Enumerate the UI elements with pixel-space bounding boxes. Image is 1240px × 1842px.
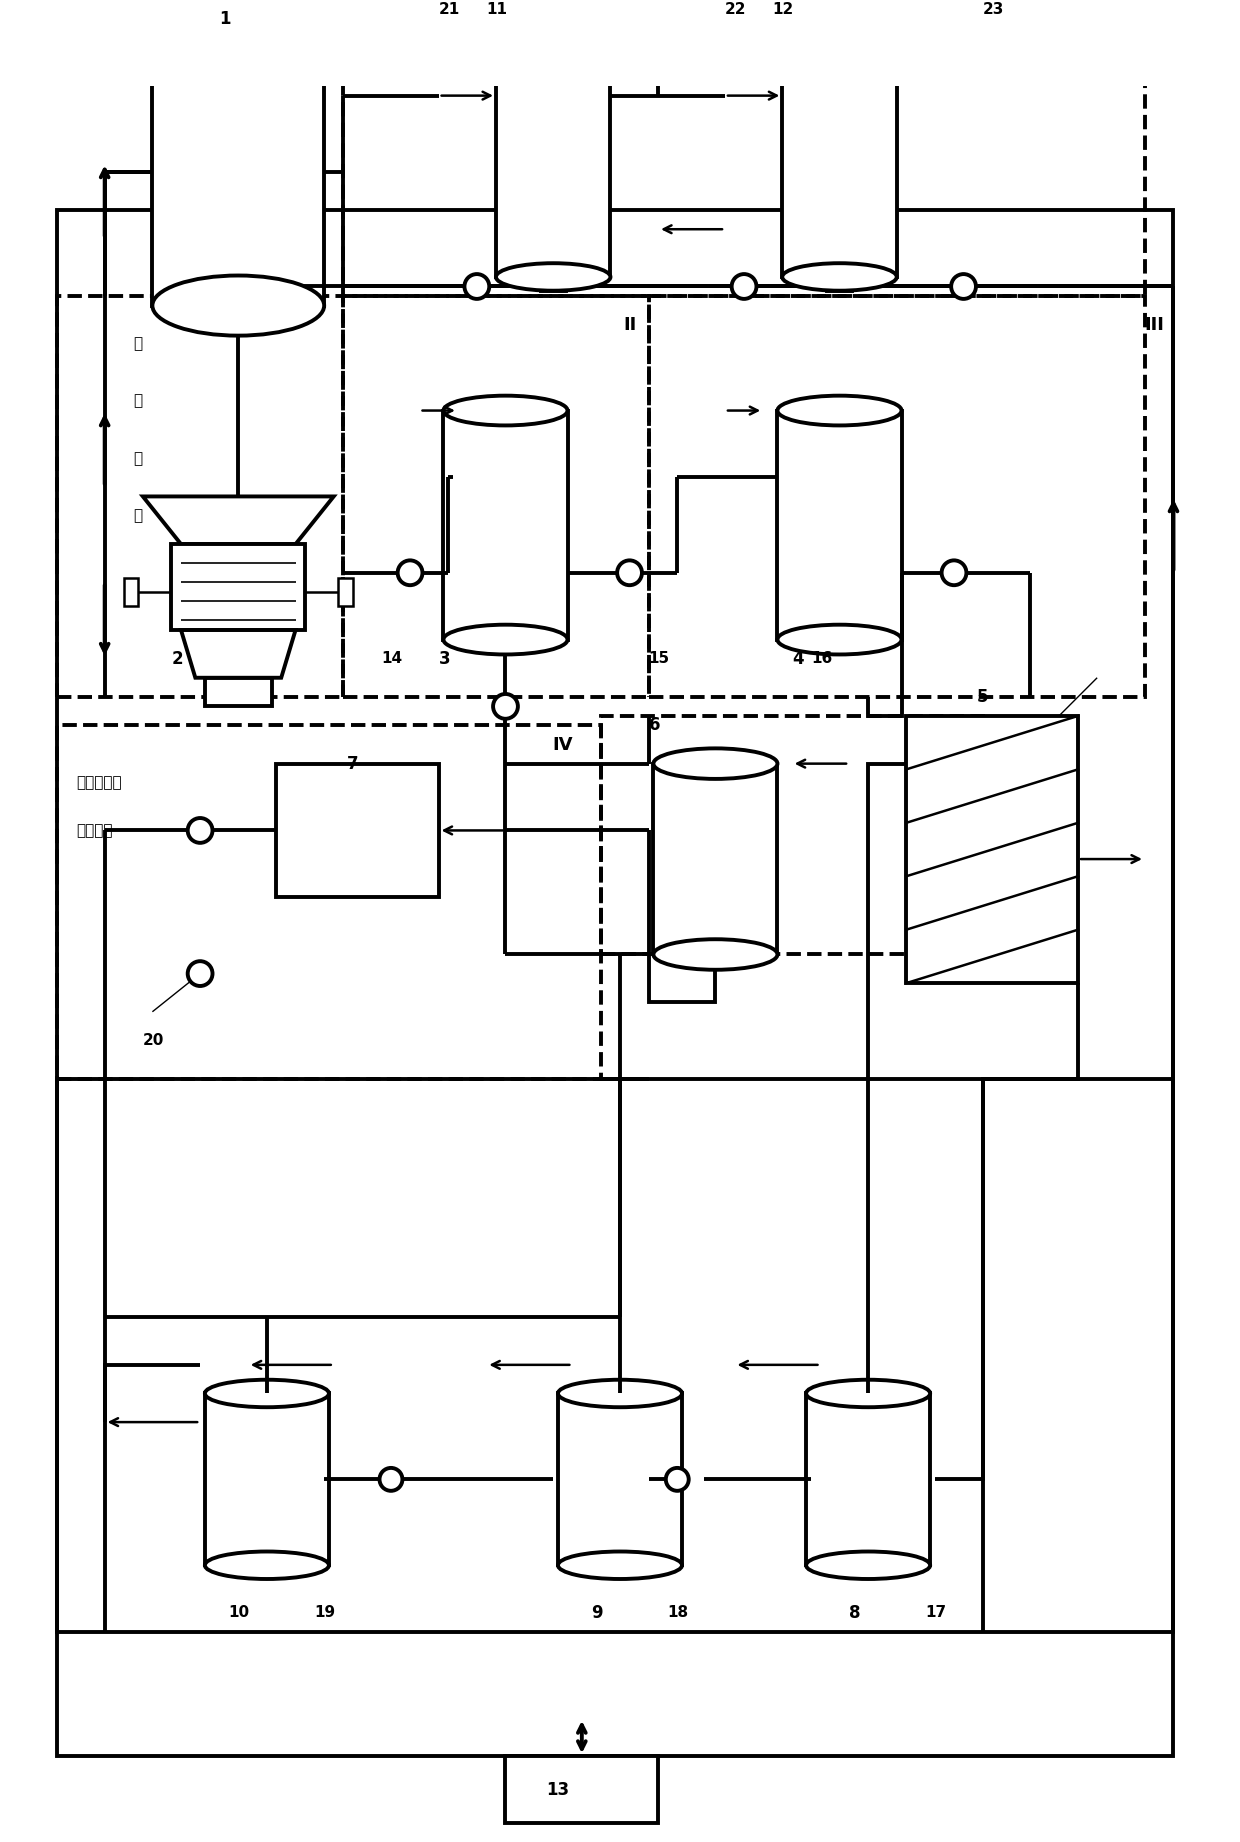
Ellipse shape [777,624,901,654]
Ellipse shape [153,276,324,335]
Circle shape [732,274,756,298]
FancyBboxPatch shape [205,1394,329,1566]
Text: 12: 12 [773,2,794,17]
Text: 14: 14 [382,652,403,667]
Ellipse shape [153,9,324,68]
Text: 9: 9 [591,1604,603,1623]
Ellipse shape [777,396,901,426]
Text: 管: 管 [134,451,143,466]
Ellipse shape [558,1551,682,1579]
FancyBboxPatch shape [541,276,565,291]
Ellipse shape [205,1551,329,1579]
Circle shape [187,818,212,844]
Text: 果胶、半纤: 果胶、半纤 [76,775,122,790]
Polygon shape [181,630,295,678]
Text: 2: 2 [171,650,184,667]
Text: 18: 18 [667,1606,689,1621]
Text: II: II [622,315,636,333]
Text: III: III [1145,315,1164,333]
FancyBboxPatch shape [853,1566,884,1575]
Text: 道: 道 [134,508,143,523]
Ellipse shape [444,624,568,654]
Circle shape [465,274,490,298]
FancyBboxPatch shape [558,1394,682,1566]
Text: 21: 21 [439,2,460,17]
FancyBboxPatch shape [604,1566,636,1575]
FancyBboxPatch shape [653,764,777,954]
FancyBboxPatch shape [277,764,439,897]
Ellipse shape [653,748,777,779]
Circle shape [379,1468,403,1490]
Text: 维素包装: 维素包装 [76,823,113,838]
FancyBboxPatch shape [153,39,324,306]
FancyBboxPatch shape [806,1394,930,1566]
Text: 11: 11 [486,2,507,17]
FancyBboxPatch shape [496,48,610,276]
FancyBboxPatch shape [492,639,520,654]
Text: 20: 20 [143,1033,164,1048]
Text: 6: 6 [649,717,660,735]
Text: 7: 7 [347,755,358,772]
Ellipse shape [496,35,610,61]
Ellipse shape [782,263,897,291]
Circle shape [618,560,642,586]
FancyBboxPatch shape [124,578,138,606]
FancyBboxPatch shape [699,954,730,962]
Text: 13: 13 [547,1781,569,1798]
Text: 15: 15 [649,652,670,667]
Ellipse shape [653,939,777,969]
Text: 4: 4 [792,650,804,667]
Text: 16: 16 [811,652,832,667]
Ellipse shape [806,1551,930,1579]
FancyBboxPatch shape [444,411,568,639]
FancyBboxPatch shape [906,717,1078,984]
Ellipse shape [205,1380,329,1407]
Text: 23: 23 [982,2,1004,17]
FancyBboxPatch shape [782,48,897,276]
Text: IV: IV [553,735,573,753]
Circle shape [941,560,966,586]
Circle shape [494,694,518,718]
Text: 8: 8 [849,1604,861,1623]
Text: 汽: 汽 [134,394,143,409]
Circle shape [951,274,976,298]
FancyBboxPatch shape [826,639,853,654]
FancyBboxPatch shape [252,1566,283,1575]
FancyBboxPatch shape [205,678,272,705]
Text: 22: 22 [725,2,746,17]
Text: 19: 19 [315,1606,336,1621]
FancyBboxPatch shape [827,276,852,291]
FancyBboxPatch shape [339,578,353,606]
Ellipse shape [558,1380,682,1407]
Text: 3: 3 [439,650,450,667]
FancyBboxPatch shape [506,1755,658,1824]
Ellipse shape [496,263,610,291]
Text: 1: 1 [219,11,231,28]
Circle shape [187,962,212,985]
Ellipse shape [806,1380,930,1407]
Text: 10: 10 [228,1606,250,1621]
FancyBboxPatch shape [777,411,901,639]
Circle shape [666,1468,688,1490]
Polygon shape [143,497,334,543]
Ellipse shape [782,35,897,61]
Text: 17: 17 [925,1606,946,1621]
FancyBboxPatch shape [171,543,305,630]
Ellipse shape [444,396,568,426]
Circle shape [398,560,423,586]
Text: 5: 5 [977,687,988,705]
Text: 蒸: 蒸 [134,337,143,352]
